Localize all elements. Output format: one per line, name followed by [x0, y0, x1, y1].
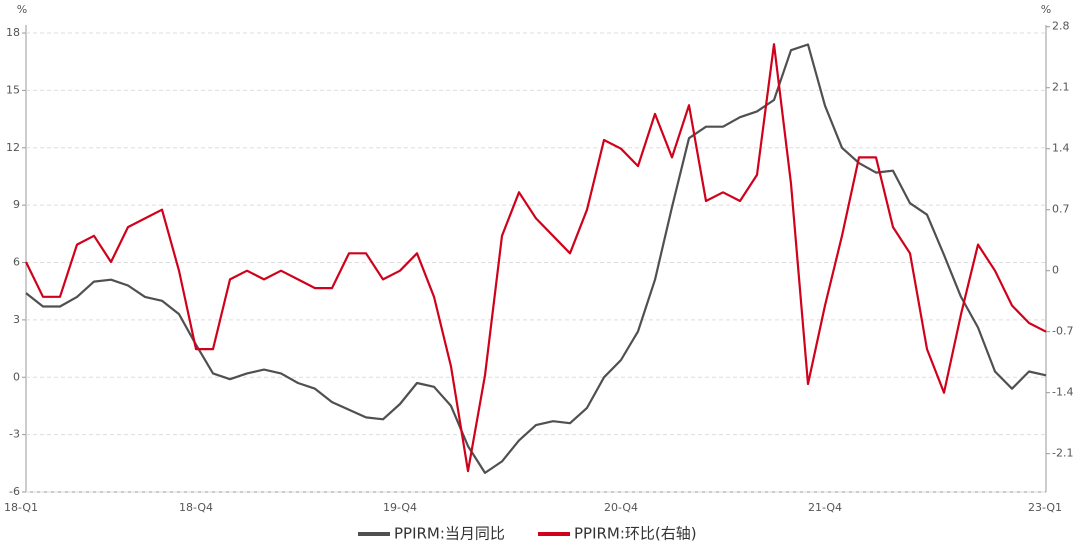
series-line: [25, 43, 1047, 473]
y-tick-label: -6: [9, 485, 20, 498]
y-tick-label: 15: [6, 83, 20, 96]
x-tick-label: 18-Q1: [4, 501, 38, 514]
y-tick-label: -3: [9, 428, 20, 441]
y-tick-label: 0: [13, 370, 20, 383]
y2-tick-label: -2.1: [1052, 447, 1073, 460]
y-tick-label: 9: [13, 198, 20, 211]
y2-axis-unit: %: [1041, 3, 1051, 16]
x-tick-label: 21-Q4: [808, 501, 842, 514]
y2-tick-label: 2.8: [1052, 20, 1070, 33]
y2-tick-label: 0.7: [1052, 203, 1070, 216]
y-axis-unit: %: [17, 3, 27, 16]
y2-tick-label: 0: [1052, 264, 1059, 277]
y-tick-label: 3: [13, 313, 20, 326]
y2-tick-label: 1.4: [1052, 142, 1070, 155]
y-tick-label: 6: [13, 256, 20, 269]
y2-tick-label: -0.7: [1052, 325, 1073, 338]
x-tick-label: 23-Q1: [1028, 501, 1062, 514]
series-line: [25, 43, 1047, 474]
y-tick-label: 12: [6, 141, 20, 154]
legend-label: PPIRM:当月同比: [394, 525, 505, 543]
x-tick-label: 18-Q4: [179, 501, 213, 514]
x-tick-label: 19-Q4: [383, 501, 417, 514]
legend-label: PPIRM:环比(右轴): [574, 525, 697, 543]
y2-tick-label: 2.1: [1052, 81, 1070, 94]
y2-tick-label: -1.4: [1052, 386, 1073, 399]
x-tick-label: 20-Q4: [604, 501, 638, 514]
y-tick-label: 18: [6, 26, 20, 39]
